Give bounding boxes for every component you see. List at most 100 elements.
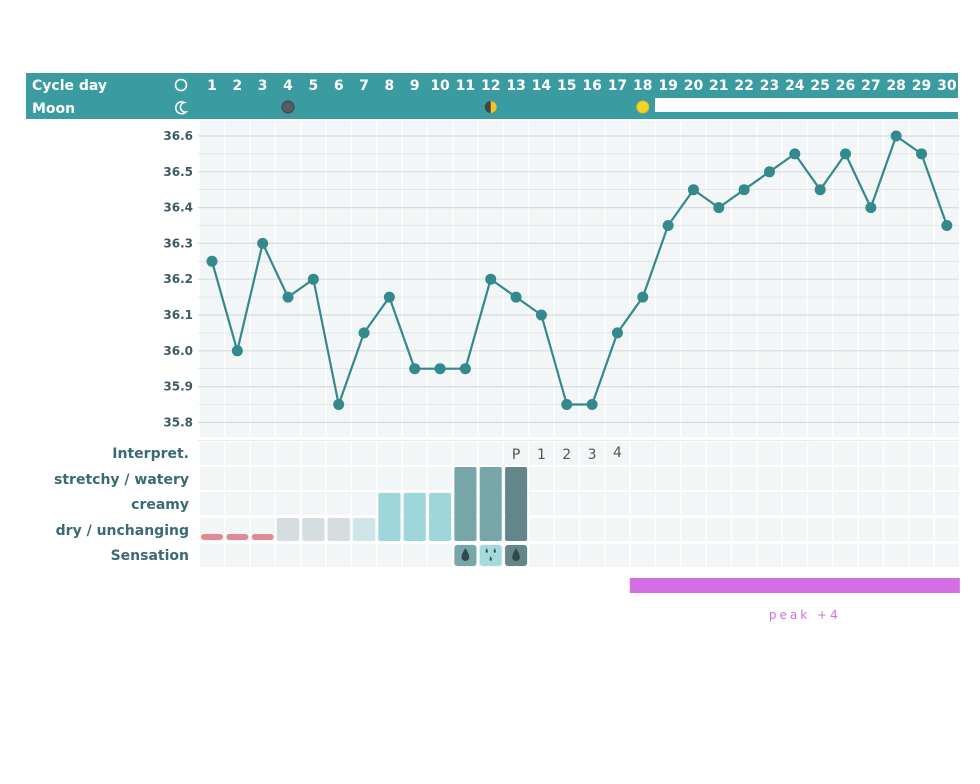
observation-cell xyxy=(630,518,655,541)
observation-cell xyxy=(909,442,934,465)
observation-cell xyxy=(782,492,807,515)
day-number: 18 xyxy=(633,78,652,94)
observation-cell xyxy=(808,544,833,567)
observation-cell xyxy=(706,518,731,541)
mucus-bar-dry xyxy=(353,518,376,541)
observation-cell xyxy=(732,544,757,567)
observation-cell xyxy=(858,518,883,541)
day-number: 11 xyxy=(456,78,475,94)
y-tick-label: 36.2 xyxy=(163,272,193,286)
day-number: 22 xyxy=(734,78,753,94)
crescent-moon-icon xyxy=(175,101,189,115)
observation-cell xyxy=(301,467,326,490)
temperature-point xyxy=(941,220,953,231)
observation-cell xyxy=(250,467,275,490)
day-number: 14 xyxy=(532,78,552,94)
y-tick-label: 36.1 xyxy=(163,308,193,322)
day-number: 10 xyxy=(430,78,450,94)
observation-cell xyxy=(250,442,275,465)
temperature-point xyxy=(282,291,294,303)
observation-cell xyxy=(529,544,554,567)
observation-cell xyxy=(833,442,858,465)
observation-cell xyxy=(428,467,453,490)
observation-cell xyxy=(732,492,757,515)
observation-cell xyxy=(580,492,605,515)
observation-cell xyxy=(326,467,351,490)
mucus-bar-creamy xyxy=(378,493,401,541)
interpretation-mark: 4 xyxy=(613,445,622,461)
temperature-point xyxy=(561,399,573,410)
day-number: 29 xyxy=(912,78,931,94)
observation-cell xyxy=(529,467,554,490)
observation-cell xyxy=(453,442,478,465)
observation-cell xyxy=(225,492,250,515)
observation-cell xyxy=(757,544,782,567)
observation-cell xyxy=(200,492,224,515)
observation-cell xyxy=(276,442,301,465)
observation-cell xyxy=(909,492,934,515)
observation-cell xyxy=(757,467,782,490)
observation-cell xyxy=(934,467,959,490)
observation-cell xyxy=(250,544,275,567)
observation-cell xyxy=(352,492,377,515)
sensation-cell xyxy=(479,545,502,566)
grid-area xyxy=(198,121,959,567)
observation-cell xyxy=(200,467,224,490)
mucus-bar-dry xyxy=(277,518,300,541)
mucus-level-dry-label: dry / unchanging xyxy=(56,523,189,539)
observation-cell xyxy=(630,492,655,515)
observation-cell xyxy=(858,492,883,515)
observation-cell xyxy=(833,518,858,541)
mucus-bar-creamy xyxy=(403,493,426,541)
cycle-day-label: Cycle day xyxy=(32,78,107,94)
observation-cell xyxy=(276,492,301,515)
observation-cell xyxy=(605,442,630,465)
observation-cell xyxy=(909,518,934,541)
observation-cell xyxy=(225,442,250,465)
temperature-point xyxy=(383,291,395,303)
observation-cell xyxy=(934,442,959,465)
observation-cell xyxy=(428,442,453,465)
temperature-point xyxy=(687,184,699,196)
sensation-marks xyxy=(454,545,528,566)
observation-cell xyxy=(757,442,782,465)
day-number: 20 xyxy=(684,78,704,94)
observation-cell xyxy=(200,544,224,567)
drop-icon xyxy=(461,548,470,561)
observation-cell xyxy=(732,518,757,541)
observation-cell xyxy=(301,492,326,515)
temperature-point xyxy=(611,327,623,339)
observation-cell xyxy=(808,467,833,490)
observation-cell xyxy=(605,467,630,490)
sensation-label: Sensation xyxy=(111,548,189,564)
observation-cell xyxy=(934,518,959,541)
mucus-bar-dry xyxy=(327,518,350,541)
day-number: 28 xyxy=(886,78,905,94)
moon-phases xyxy=(281,100,650,114)
temperature-point xyxy=(434,363,446,375)
observation-cell xyxy=(833,492,858,515)
observation-cell xyxy=(630,442,655,465)
day-number: 2 xyxy=(232,78,242,94)
observation-cell xyxy=(656,518,681,541)
observation-cell xyxy=(301,442,326,465)
observation-cell xyxy=(554,492,579,515)
observation-cell xyxy=(529,442,554,465)
observation-cell xyxy=(276,544,301,567)
y-tick-label: 35.9 xyxy=(163,380,193,394)
bleeding-mark xyxy=(251,534,274,540)
observation-cell xyxy=(706,544,731,567)
observation-cell xyxy=(605,544,630,567)
observation-cell xyxy=(478,442,503,465)
observation-cell xyxy=(808,442,833,465)
mucus-bar-watery xyxy=(505,467,528,541)
day-number: 17 xyxy=(608,78,627,94)
observation-cell xyxy=(909,467,934,490)
temperature-point xyxy=(257,237,269,249)
drop-icon xyxy=(485,548,488,553)
temperature-point xyxy=(713,202,725,214)
temperature-point xyxy=(333,399,345,410)
observation-cell xyxy=(580,544,605,567)
bleeding-mark xyxy=(201,534,223,540)
